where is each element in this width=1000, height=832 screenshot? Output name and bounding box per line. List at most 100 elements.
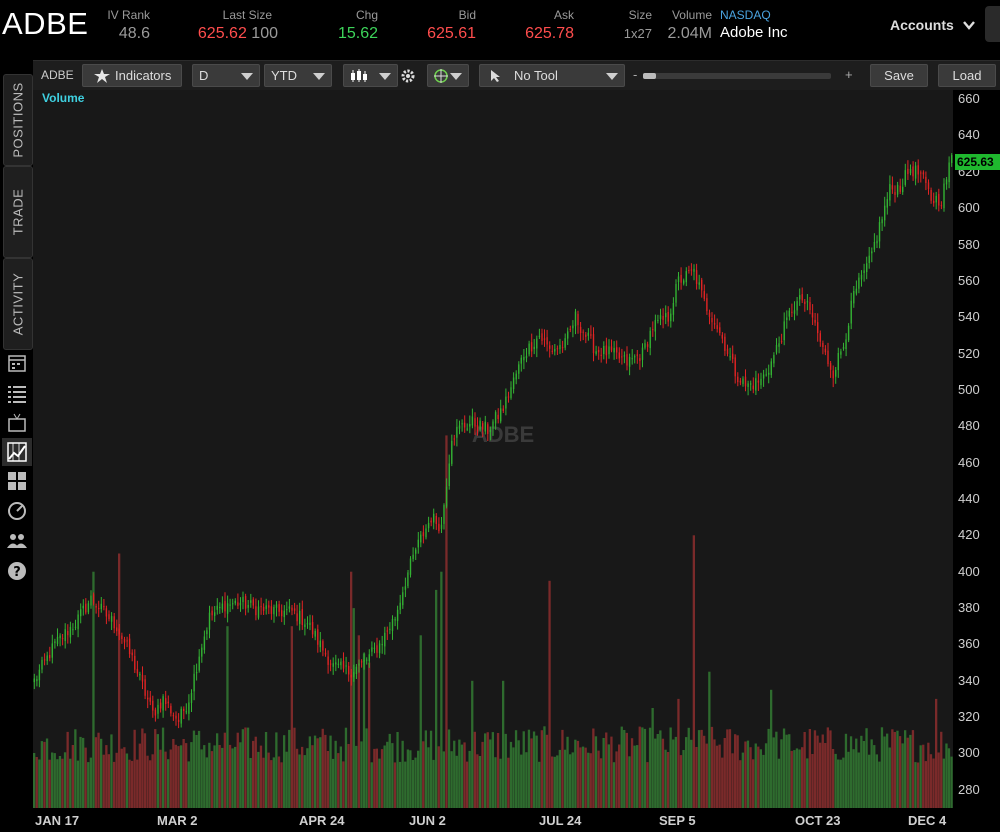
tab-activity[interactable]: ACTIVITY bbox=[3, 258, 33, 350]
indicators-button[interactable]: Indicators bbox=[82, 64, 182, 87]
volume-bar bbox=[715, 745, 719, 808]
candle-body bbox=[569, 328, 571, 330]
candle-body bbox=[82, 605, 84, 609]
calendar-icon[interactable] bbox=[6, 352, 28, 374]
volume-bar bbox=[532, 731, 536, 808]
volume-bar bbox=[316, 738, 319, 808]
volume-bar bbox=[419, 635, 422, 808]
volume-bar bbox=[110, 734, 113, 808]
zoom-slider[interactable] bbox=[643, 73, 831, 79]
candle-body bbox=[636, 354, 638, 356]
candlestick bbox=[577, 310, 579, 334]
accounts-panel-tab[interactable] bbox=[985, 6, 1000, 42]
range-select[interactable]: YTD bbox=[264, 64, 332, 87]
volume-bar bbox=[566, 736, 569, 808]
candlestick bbox=[515, 370, 517, 385]
zoom-slider-handle[interactable] bbox=[643, 73, 657, 79]
tv-icon[interactable] bbox=[6, 412, 28, 434]
candlestick bbox=[605, 337, 608, 364]
candlestick bbox=[721, 332, 723, 344]
candlestick bbox=[376, 637, 378, 658]
volume-bar bbox=[192, 730, 196, 808]
volume-bar bbox=[275, 732, 278, 808]
chevron-down-icon[interactable] bbox=[962, 18, 976, 32]
people-icon[interactable] bbox=[6, 530, 28, 552]
grid-icon[interactable] bbox=[6, 470, 28, 492]
candle-body bbox=[899, 185, 901, 192]
volume-bar bbox=[277, 756, 281, 808]
candle-body bbox=[471, 416, 474, 426]
candlestick bbox=[922, 170, 925, 179]
candlestick bbox=[366, 657, 368, 665]
help-icon[interactable]: ? bbox=[6, 560, 28, 582]
candle-body bbox=[131, 652, 133, 656]
candle-body bbox=[433, 513, 435, 523]
candle-body bbox=[288, 606, 291, 609]
candlestick bbox=[260, 597, 262, 615]
candlestick bbox=[634, 354, 636, 364]
candle-body bbox=[628, 357, 631, 367]
volume-bar bbox=[558, 749, 561, 808]
drawing-style-select[interactable] bbox=[427, 64, 469, 87]
candle-body bbox=[257, 606, 260, 618]
volume-bar bbox=[708, 671, 711, 808]
candlestick bbox=[165, 690, 167, 711]
indicators-icon bbox=[94, 69, 110, 83]
tab-trade[interactable]: TRADE bbox=[3, 166, 33, 258]
candlestick bbox=[871, 247, 873, 263]
symbol-title[interactable]: ADBE bbox=[2, 6, 89, 41]
candlestick bbox=[342, 652, 345, 673]
volume-bar bbox=[847, 751, 850, 808]
price-axis-label: 340 bbox=[958, 672, 980, 688]
date-axis-label: DEC 4 bbox=[908, 813, 947, 828]
volume-bar bbox=[375, 748, 378, 808]
candle-body bbox=[559, 345, 561, 350]
candlestick bbox=[239, 597, 242, 612]
date-axis-label: JUN 2 bbox=[409, 813, 446, 828]
candlestick bbox=[363, 652, 365, 670]
volume-bar bbox=[429, 730, 433, 808]
volume-bar bbox=[940, 731, 943, 808]
price-chart[interactable]: ADBE Volume bbox=[33, 90, 953, 808]
candlestick bbox=[368, 649, 370, 668]
price-axis[interactable]: 660 640 620 600 580 560 540 520 500 480 460 440 420 4… bbox=[953, 90, 1000, 808]
volume-bar bbox=[718, 744, 721, 808]
volume-bar bbox=[514, 730, 518, 808]
volume-bar bbox=[298, 754, 301, 808]
volume-bar bbox=[723, 738, 726, 808]
candlestick bbox=[811, 304, 814, 325]
candlestick bbox=[113, 613, 115, 634]
candle-body bbox=[925, 176, 927, 183]
price-chart-svg[interactable]: ADBE bbox=[33, 90, 953, 808]
volume-bar bbox=[700, 729, 703, 808]
candle-body bbox=[64, 629, 66, 641]
price-axis-label: 640 bbox=[958, 127, 980, 143]
chart-icon[interactable] bbox=[6, 441, 28, 463]
candlestick bbox=[69, 621, 72, 644]
candlestick bbox=[221, 596, 224, 613]
chart-style-select[interactable] bbox=[343, 64, 398, 87]
zoom-out-button[interactable]: - bbox=[633, 67, 638, 82]
save-button[interactable]: Save bbox=[870, 64, 928, 87]
gauge-icon[interactable] bbox=[6, 500, 28, 522]
volume-bar bbox=[404, 761, 407, 808]
candlestick bbox=[804, 299, 806, 312]
volume-bar bbox=[736, 735, 739, 808]
volume-bar bbox=[35, 757, 38, 808]
candle-body bbox=[685, 271, 687, 283]
gear-icon[interactable] bbox=[400, 68, 416, 84]
date-axis[interactable]: JAN 17 MAR 2 APR 24 JUN 2 JUL 24 SEP 5 OCT 23 D… bbox=[33, 808, 953, 832]
candle-body bbox=[721, 334, 723, 339]
load-button[interactable]: Load bbox=[938, 64, 996, 87]
tool-select[interactable]: No Tool bbox=[479, 64, 625, 87]
interval-select[interactable]: D bbox=[192, 64, 260, 87]
candlestick bbox=[546, 329, 548, 352]
candle-body bbox=[878, 222, 881, 242]
accounts-button[interactable]: Accounts bbox=[890, 17, 954, 33]
tab-positions[interactable]: POSITIONS bbox=[3, 74, 33, 166]
list-icon[interactable] bbox=[6, 382, 28, 404]
volume-bar bbox=[401, 740, 404, 808]
volume-bar bbox=[540, 730, 543, 808]
zoom-in-button[interactable]: + bbox=[845, 67, 853, 82]
candlestick bbox=[232, 598, 234, 610]
